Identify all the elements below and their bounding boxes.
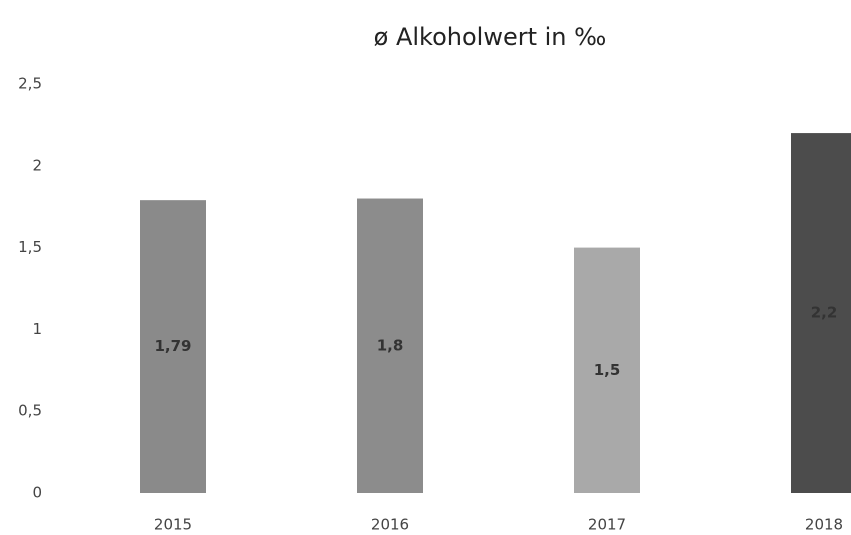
value-label: 1,5 xyxy=(594,361,621,379)
value-label: 2,2 xyxy=(811,304,838,322)
x-tick-label: 2015 xyxy=(154,516,192,534)
y-tick-label: 1,5 xyxy=(18,238,42,256)
x-tick-label: 2018 xyxy=(805,516,843,534)
bar xyxy=(357,198,423,493)
bar xyxy=(140,200,206,493)
x-tick-label: 2016 xyxy=(371,516,409,534)
bar xyxy=(574,247,640,493)
chart-title: ø Alkoholwert in ‰ xyxy=(374,23,607,51)
y-tick-label: 0,5 xyxy=(18,402,42,420)
value-label: 1,79 xyxy=(154,337,191,355)
y-tick-label: 2,5 xyxy=(18,75,42,93)
value-label: 1,8 xyxy=(377,336,404,354)
x-tick-label: 2017 xyxy=(588,516,626,534)
y-tick-label: 0 xyxy=(32,484,42,502)
y-tick-label: 2 xyxy=(32,156,42,174)
y-tick-label: 1 xyxy=(32,320,42,338)
bar xyxy=(791,133,851,493)
